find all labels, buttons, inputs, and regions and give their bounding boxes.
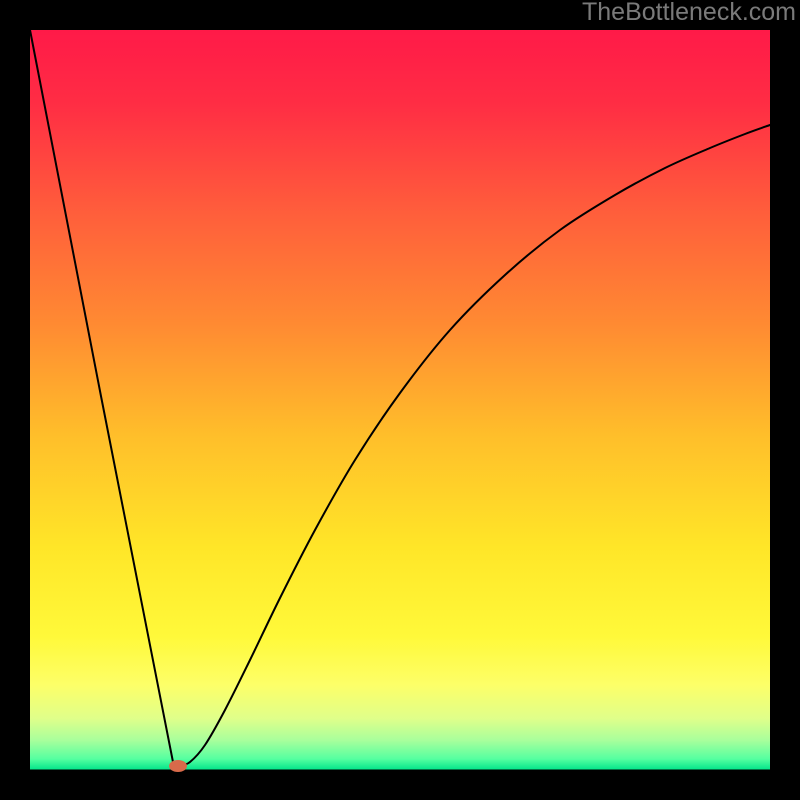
minimum-marker <box>169 760 187 772</box>
plot-background <box>30 30 770 770</box>
chart-stage: TheBottleneck.com <box>0 0 800 800</box>
chart-svg <box>0 0 800 800</box>
